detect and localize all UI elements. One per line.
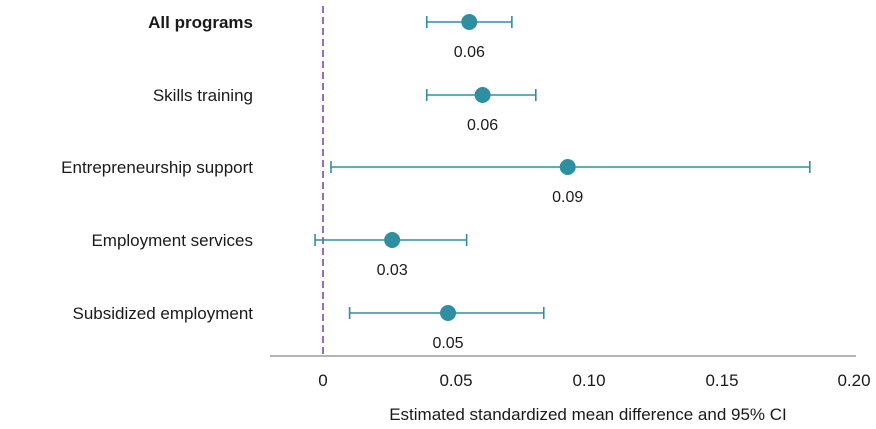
forest-row: 0.03 [314, 232, 468, 279]
forest-row: 0.05 [348, 305, 545, 352]
x-axis-label: Estimated standardized mean difference a… [389, 405, 787, 424]
estimate-point [474, 87, 491, 103]
data-label: 0.06 [467, 117, 498, 134]
x-tick-labels: 0 0.05 0.10 0.15 0.20 [318, 371, 870, 390]
estimate-point [384, 232, 401, 248]
data-label: 0.09 [552, 189, 583, 206]
data-label: 0.03 [377, 262, 408, 279]
category-label: All programs [148, 13, 253, 32]
estimate-point [461, 14, 478, 30]
x-tick-label: 0 [318, 371, 327, 390]
category-label: Employment services [91, 231, 253, 250]
x-tick-label: 0.10 [572, 371, 605, 390]
forest-row: 0.06 [425, 14, 513, 61]
category-label: Entrepreneurship support [61, 158, 253, 177]
data-label: 0.05 [432, 335, 463, 352]
estimate-marks: 0.06 0.06 0.09 0.03 0.05 [314, 14, 811, 352]
estimate-point [440, 305, 457, 321]
x-tick-label: 0.05 [439, 371, 472, 390]
forest-row: 0.09 [330, 159, 811, 206]
estimate-point [559, 159, 576, 175]
x-tick-label: 0.20 [837, 371, 870, 390]
forest-row: 0.06 [425, 87, 537, 134]
category-labels: All programs Skills training Entrepreneurs… [61, 13, 253, 323]
category-label: Skills training [153, 86, 253, 105]
x-tick-label: 0.15 [705, 371, 738, 390]
data-label: 0.06 [454, 44, 485, 61]
category-label: Subsidized employment [73, 304, 254, 323]
